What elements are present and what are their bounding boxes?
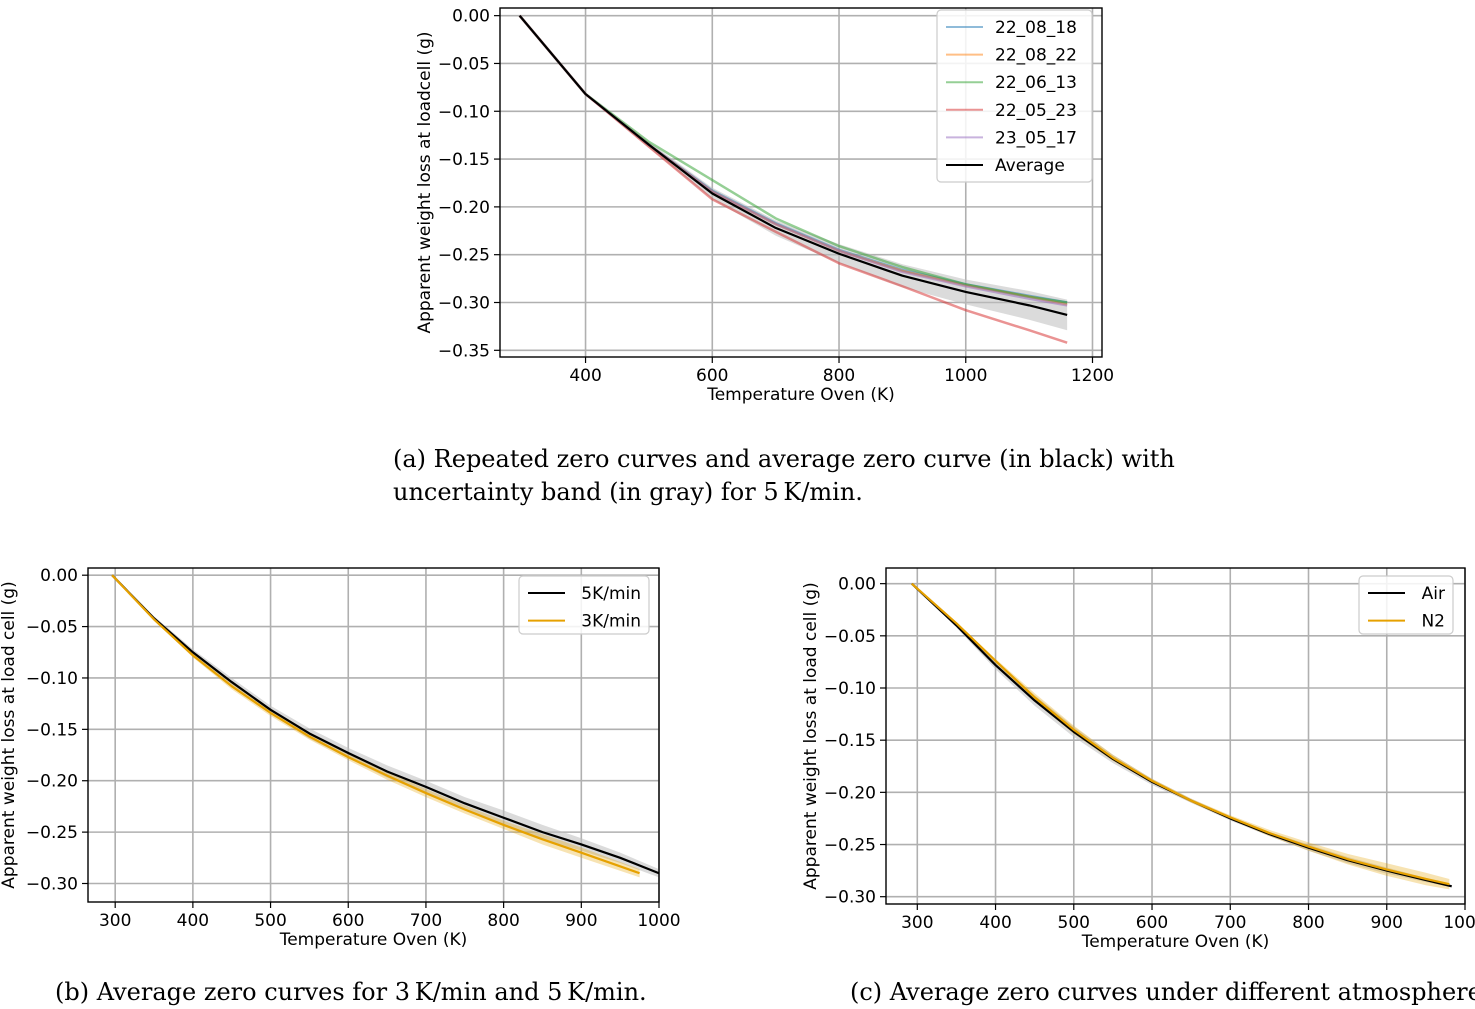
plot-a: 400 600 800 1000 1200 0.00 −0.05 −0.10 −0.15 −0.2…: [415, 7, 1114, 405]
legend-entry: 22_08_18: [995, 18, 1077, 38]
series-line-Average: [518, 14, 1068, 316]
x-axis-label: Temperature Oven (K): [279, 930, 468, 950]
x-tick-label: 700: [410, 911, 442, 931]
legend-entry: Average: [995, 156, 1065, 176]
caption-a: (a) Repeated zero curves and average zer…: [393, 443, 1175, 509]
x-tick-label: 900: [1371, 913, 1403, 933]
x-tick-label: 1000: [944, 366, 987, 386]
x-tick-label: 800: [823, 366, 855, 386]
caption-b-line-1: (b) Average zero curves for 3 K/min and …: [55, 978, 647, 1006]
legend: Air N2: [1358, 575, 1454, 635]
x-axis-label: Temperature Oven (K): [706, 385, 895, 405]
y-tick-label: −0.15: [824, 731, 876, 751]
y-tick-label: −0.05: [824, 627, 876, 647]
x-tick-label: 800: [487, 911, 519, 931]
legend-entry: 22_08_22: [995, 46, 1077, 66]
legend: 5K/min 3K/min: [518, 575, 650, 635]
axes-frame: [885, 567, 1466, 905]
legend-box: [936, 9, 1093, 183]
legend-entry: N2: [1421, 612, 1445, 632]
x-tick-label: 800: [1292, 913, 1324, 933]
y-axis-label: Apparent weight loss at load cell (g): [801, 582, 821, 889]
legend-entry: 3K/min: [581, 612, 641, 632]
x-tick-label: 1000: [1443, 913, 1475, 933]
y-tick-label: −0.20: [438, 198, 490, 218]
x-axis-label: Temperature Oven (K): [1081, 932, 1270, 952]
series-line-5K/min: [111, 574, 660, 875]
legend-box: [518, 575, 650, 635]
legend-box: [1358, 575, 1454, 635]
y-tick-label: −0.10: [824, 679, 876, 699]
x-tick-label: 600: [332, 911, 364, 931]
x-tick-label: 300: [99, 911, 131, 931]
y-tick-label: −0.20: [26, 772, 78, 792]
y-tick-label: −0.25: [26, 823, 78, 843]
x-tick-label: 500: [254, 911, 286, 931]
y-tick-label: −0.35: [438, 341, 490, 361]
uncertainty-band: [112, 575, 659, 878]
y-tick-label: −0.30: [438, 293, 490, 313]
y-tick-label: 0.00: [40, 566, 78, 586]
caption-a-line-2: uncertainty band (in gray) for 5 K/min.: [393, 478, 863, 506]
x-tick-label: 300: [901, 913, 933, 933]
x-tick-label: 400: [569, 366, 601, 386]
y-tick-label: 0.00: [838, 575, 876, 595]
y-axis-label: Apparent weight loss at load cell (g): [0, 581, 19, 888]
y-tick-label: −0.10: [438, 102, 490, 122]
series-line-N2: [911, 582, 1450, 886]
series-line-3K/min: [111, 574, 640, 875]
x-tick-label: 1000: [637, 911, 680, 931]
y-axis-label: Apparent weight loss at loadcell (g): [415, 31, 435, 333]
y-tick-label: −0.15: [438, 150, 490, 170]
legend-entry: 23_05_17: [995, 128, 1077, 148]
caption-b: (b) Average zero curves for 3 K/min and …: [55, 976, 647, 1009]
legend-entry: 22_05_23: [995, 101, 1077, 121]
y-tick-label: −0.10: [26, 669, 78, 689]
x-tick-label: 400: [177, 911, 209, 931]
y-tick-label: −0.25: [824, 836, 876, 856]
y-tick-label: −0.30: [26, 875, 78, 895]
y-tick-label: −0.05: [26, 618, 78, 638]
axes-frame: [87, 567, 660, 903]
x-tick-label: 1200: [1071, 366, 1114, 386]
x-tick-label: 900: [565, 911, 597, 931]
y-tick-label: −0.20: [824, 783, 876, 803]
legend-entry: 22_06_13: [995, 73, 1077, 93]
caption-c-line-1: (c) Average zero curves under different …: [850, 978, 1475, 1006]
legend: 22_08_18 22_08_22 22_06_13 22_05_23 23_05_17…: [936, 9, 1093, 183]
x-tick-label: 600: [1136, 913, 1168, 933]
plot-b: 300 400 500 600 700 800 900 1000 0.00 −0.05 −0.10 −…: [0, 566, 681, 950]
x-tick-label: 700: [1214, 913, 1246, 933]
caption-a-line-1: (a) Repeated zero curves and average zer…: [393, 445, 1175, 473]
y-tick-label: −0.30: [824, 888, 876, 908]
y-tick-label: −0.15: [26, 720, 78, 740]
axes-frame: [499, 7, 1103, 358]
caption-c: (c) Average zero curves under different …: [850, 976, 1475, 1009]
legend-entry: Air: [1422, 584, 1445, 604]
legend-entry: 5K/min: [581, 584, 641, 604]
plot-c: 300 400 500 600 700 800 900 1000 0.00 −0.05 −0.10 −…: [801, 567, 1475, 952]
y-tick-label: 0.00: [452, 7, 490, 27]
x-tick-label: 400: [979, 913, 1011, 933]
x-tick-label: 600: [696, 366, 728, 386]
y-tick-label: −0.05: [438, 54, 490, 74]
y-tick-label: −0.25: [438, 246, 490, 266]
x-tick-label: 500: [1058, 913, 1090, 933]
uncertainty-band: [519, 15, 1068, 331]
